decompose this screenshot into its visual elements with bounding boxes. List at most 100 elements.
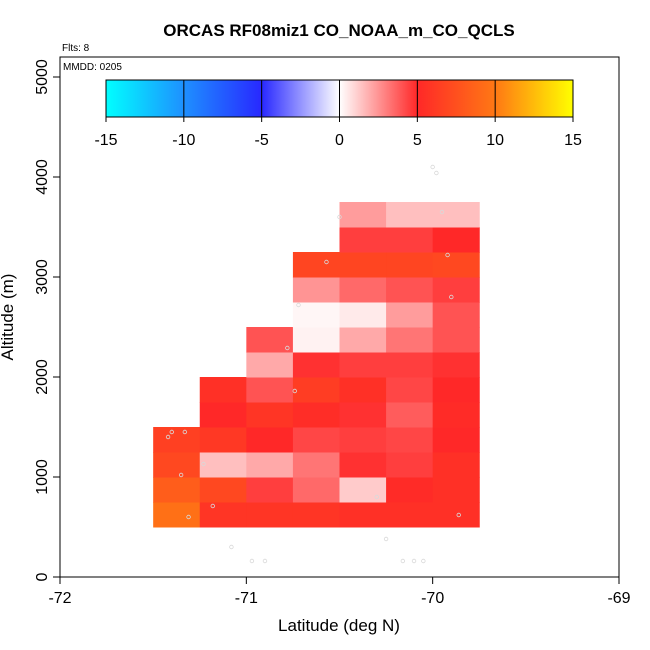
heatmap-cell bbox=[432, 377, 480, 403]
heatmap-cell bbox=[246, 327, 294, 353]
y-axis: 0 1000 2000 3000 4000 5000 bbox=[34, 59, 60, 581]
plot-frame bbox=[59, 56, 620, 578]
date-annotation: MMDD: 0205 bbox=[63, 62, 122, 73]
x-axis-label: Latitude (deg N) bbox=[278, 616, 400, 635]
flight-point bbox=[296, 302, 301, 308]
flight-points bbox=[165, 164, 461, 564]
x-tick-label: -71 bbox=[235, 590, 258, 607]
colorbar: -15 -10 -5 0 5 10 15 bbox=[94, 79, 582, 149]
heatmap-cell bbox=[292, 427, 340, 453]
y-tick-label: 5000 bbox=[34, 59, 51, 95]
y-tick-label: 3000 bbox=[34, 259, 51, 295]
flight-point bbox=[292, 388, 297, 394]
flight-point bbox=[178, 472, 184, 478]
heatmap-cell bbox=[292, 377, 340, 403]
heatmap-cell bbox=[292, 302, 340, 328]
heatmap-cell bbox=[153, 427, 201, 453]
flight-point bbox=[229, 544, 234, 550]
plot-area bbox=[59, 56, 620, 578]
heatmap-cell bbox=[153, 477, 201, 503]
heatmap-cell bbox=[339, 402, 387, 428]
heatmap-cell bbox=[246, 452, 294, 478]
flight-point bbox=[182, 429, 188, 435]
heatmap-cell bbox=[246, 352, 294, 378]
colorbar-tick-label: 0 bbox=[335, 132, 344, 149]
heatmap-cell bbox=[339, 302, 387, 328]
heatmap-cell bbox=[432, 427, 480, 453]
flight-point bbox=[186, 514, 191, 520]
heatmap-cell bbox=[432, 327, 480, 353]
heatmap-cell bbox=[386, 302, 434, 328]
flight-point bbox=[165, 434, 171, 440]
colorbar-tick-label: 15 bbox=[564, 132, 582, 149]
heatmap-cell bbox=[432, 402, 480, 428]
heatmap-cell bbox=[386, 227, 434, 253]
heatmap-cell bbox=[339, 502, 387, 528]
heatmap-cell bbox=[386, 202, 434, 228]
heatmap-cell bbox=[339, 277, 387, 303]
colorbar-tick-label: -15 bbox=[94, 132, 117, 149]
y-axis-label: Altitude (m) bbox=[0, 274, 17, 361]
y-tick-label: 1000 bbox=[34, 459, 51, 495]
flight-point bbox=[169, 429, 174, 435]
heatmap-cell bbox=[292, 502, 340, 528]
flight-point bbox=[210, 503, 215, 509]
heatmap-cell bbox=[292, 452, 340, 478]
heatmap-cell bbox=[246, 502, 294, 528]
heatmap-cell bbox=[199, 402, 247, 428]
flight-point bbox=[324, 259, 329, 265]
heatmap-cell bbox=[386, 402, 434, 428]
heatmap-cell bbox=[292, 477, 340, 503]
heatmap-cell bbox=[432, 452, 480, 478]
flight-point bbox=[456, 512, 461, 518]
heatmap-cell bbox=[246, 477, 294, 503]
heatmap-cell bbox=[386, 277, 434, 303]
x-axis: -72 -71 -70 -69 bbox=[48, 577, 631, 607]
heatmap-cell bbox=[339, 227, 387, 253]
flights-annotation: Flts: 8 bbox=[62, 43, 90, 54]
heatmap-cell bbox=[386, 477, 434, 503]
heatmap-cell bbox=[432, 202, 480, 228]
colorbar-tick-label: -10 bbox=[172, 132, 195, 149]
heatmap-cell bbox=[432, 277, 480, 303]
heatmap-cell bbox=[386, 452, 434, 478]
heatmap-cell bbox=[199, 452, 247, 478]
heatmap-cell bbox=[246, 402, 294, 428]
y-tick-label: 4000 bbox=[34, 159, 51, 195]
heatmap-cell bbox=[339, 252, 387, 278]
flight-point bbox=[383, 536, 389, 542]
x-tick-label: -70 bbox=[421, 590, 444, 607]
heatmap-cell bbox=[153, 502, 201, 528]
heatmap-cell bbox=[386, 352, 434, 378]
heatmap-cell bbox=[246, 377, 294, 403]
x-tick-label: -69 bbox=[607, 590, 630, 607]
heatmap-cell bbox=[386, 377, 434, 403]
flight-point bbox=[285, 345, 290, 351]
heatmap-cell bbox=[432, 252, 480, 278]
flight-point bbox=[249, 558, 255, 564]
flight-point bbox=[374, 494, 379, 500]
heatmap-cell bbox=[386, 327, 434, 353]
heatmap-cell bbox=[292, 352, 340, 378]
heatmap-cell bbox=[292, 277, 340, 303]
heatmap-cell bbox=[292, 252, 340, 278]
colorbar-tick-label: -5 bbox=[255, 132, 269, 149]
heatmap-cell bbox=[339, 477, 387, 503]
heatmap-cell bbox=[292, 327, 340, 353]
heatmap-cell bbox=[246, 427, 294, 453]
flight-point bbox=[439, 209, 445, 215]
heatmap-cell bbox=[339, 352, 387, 378]
heatmap-cell bbox=[199, 502, 247, 528]
heatmap-cell bbox=[339, 377, 387, 403]
flight-point bbox=[262, 558, 268, 564]
heatmap-cell bbox=[339, 327, 387, 353]
heatmap-cell bbox=[199, 377, 247, 403]
heatmap-cell bbox=[199, 427, 247, 453]
heatmap-cell bbox=[386, 252, 434, 278]
colorbar-tick-label: 5 bbox=[413, 132, 422, 149]
heatmap-cell bbox=[339, 452, 387, 478]
heatmap-cell bbox=[432, 302, 480, 328]
heatmap-cell bbox=[432, 477, 480, 503]
heatmap-cell bbox=[432, 502, 480, 528]
